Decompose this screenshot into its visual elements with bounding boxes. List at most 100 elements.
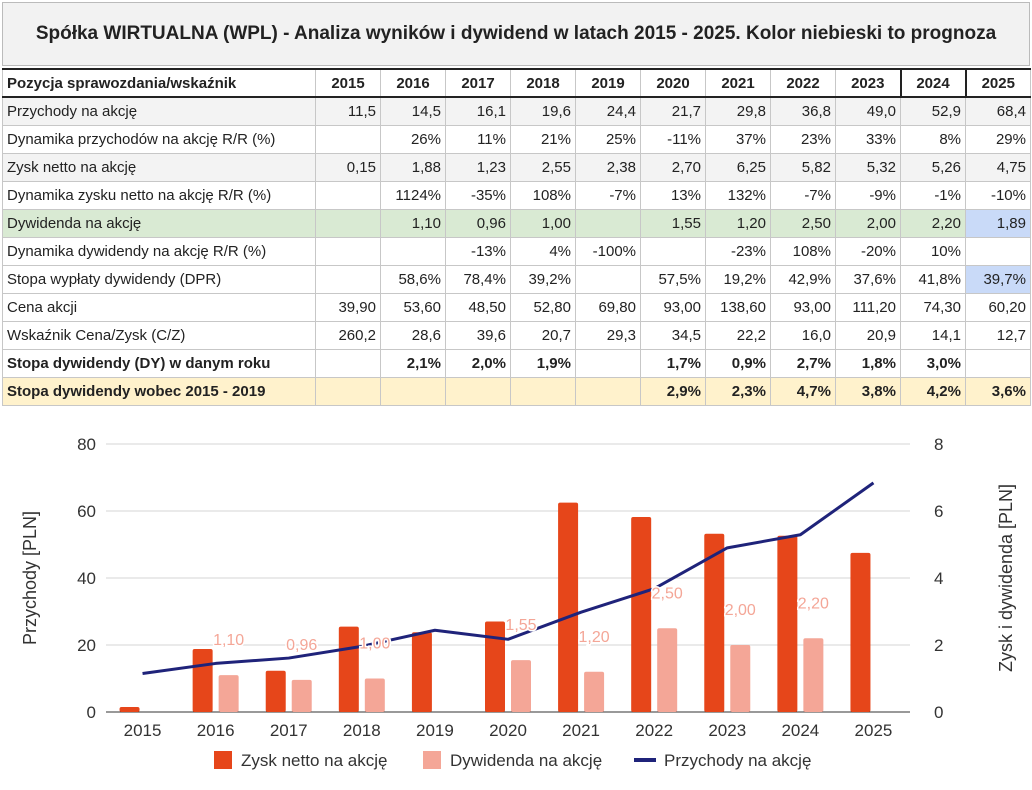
- table-cell: 37,6%: [835, 264, 901, 294]
- table-cell: 22,2: [705, 320, 771, 350]
- bar-zysk-netto: [850, 552, 871, 712]
- row-label: Cena akcji: [2, 292, 316, 322]
- table-cell: 16,0: [770, 320, 836, 350]
- year-header-2021: 2021: [705, 68, 771, 98]
- year-header-2023: 2023: [835, 68, 901, 98]
- table-cell: -10%: [965, 180, 1031, 210]
- table-cell: [315, 236, 381, 266]
- y-left-tick-label: 80: [77, 435, 96, 454]
- y-right-axis-title: Zysk i dywidenda [PLN]: [996, 484, 1016, 672]
- x-tick-label: 2022: [635, 721, 673, 740]
- table-cell: 5,32: [835, 152, 901, 182]
- data-label-dywidenda: 1,55: [505, 617, 536, 634]
- table-cell: 14,1: [900, 320, 966, 350]
- table-cell: 6,25: [705, 152, 771, 182]
- data-label-dywidenda: 2,20: [798, 595, 829, 612]
- x-tick-label: 2019: [416, 721, 454, 740]
- table-cell: 39,90: [315, 292, 381, 322]
- data-label-dywidenda: 0,96: [286, 637, 317, 654]
- bar-dywidenda: [511, 660, 531, 712]
- table-cell: [965, 348, 1031, 378]
- table-cell: 48,50: [445, 292, 511, 322]
- x-tick-label: 2024: [781, 721, 819, 740]
- row-label: Przychody na akcję: [2, 96, 316, 126]
- table-cell: 52,9: [900, 96, 966, 126]
- table-cell: 74,30: [900, 292, 966, 322]
- y-left-tick-label: 40: [77, 569, 96, 588]
- table-row: Przychody na akcję 11,5 14,5 16,1 19,6 24,4 21…: [2, 96, 1031, 126]
- table-cell: -9%: [835, 180, 901, 210]
- table-cell: 8%: [900, 124, 966, 154]
- table-cell: 1,7%: [640, 348, 706, 378]
- table-cell: 52,80: [510, 292, 576, 322]
- table-cell: 2,50: [770, 208, 836, 238]
- bar-dywidenda: [218, 675, 239, 712]
- row-label: Dynamika przychodów na akcję R/R (%): [2, 124, 316, 154]
- table-cell: 11,5: [315, 96, 381, 126]
- row-label: Dynamika dywidendy na akcję R/R (%): [2, 236, 316, 266]
- table-row: Stopa dywidendy wobec 2015 - 2019 2,9% 2,3…: [2, 376, 1031, 406]
- bar-dywidenda: [730, 645, 751, 712]
- x-tick-label: 2016: [197, 721, 235, 740]
- table-cell: 21%: [510, 124, 576, 154]
- table-cell: [315, 376, 381, 406]
- table-cell: 57,5%: [640, 264, 706, 294]
- table-header-row: Pozycja sprawozdania/wskaźnik 2015 2016 201…: [2, 68, 1031, 98]
- bar-dywidenda: [291, 679, 312, 712]
- table-cell: [315, 208, 381, 238]
- y-right-tick-label: 4: [934, 569, 943, 588]
- table-cell: 23%: [770, 124, 836, 154]
- table-cell: [315, 180, 381, 210]
- table-cell: 20,9: [835, 320, 901, 350]
- table-cell: -13%: [445, 236, 511, 266]
- table-cell: 60,20: [965, 292, 1031, 322]
- legend-label-dywidenda: Dywidenda na akcję: [450, 751, 602, 770]
- table-cell: [640, 236, 706, 266]
- table-cell: 25%: [575, 124, 641, 154]
- table-cell: 4%: [510, 236, 576, 266]
- table-cell: 1,89: [965, 208, 1031, 238]
- y-left-tick-label: 60: [77, 502, 96, 521]
- table-cell: 0,15: [315, 152, 381, 182]
- table-cell: 1,55: [640, 208, 706, 238]
- table-cell: [315, 264, 381, 294]
- table-cell: 11%: [445, 124, 511, 154]
- table-cell: -20%: [835, 236, 901, 266]
- table-cell: [965, 236, 1031, 266]
- table-cell: 42,9%: [770, 264, 836, 294]
- table-cell: 68,4: [965, 96, 1031, 126]
- y-right-tick-label: 8: [934, 435, 943, 454]
- row-label: Wskaźnik Cena/Zysk (C/Z): [2, 320, 316, 350]
- table-cell: 5,82: [770, 152, 836, 182]
- bar-zysk-netto: [631, 517, 652, 712]
- year-header-2024: 2024: [899, 68, 966, 98]
- table-row: Dywidenda na akcję 1,10 0,96 1,00 1,55 1,20 2,…: [2, 208, 1031, 238]
- table-cell: 29,8: [705, 96, 771, 126]
- table-cell: 12,7: [965, 320, 1031, 350]
- data-label-dywidenda: 2,50: [652, 585, 683, 602]
- table-cell: [380, 376, 446, 406]
- y-left-tick-label: 20: [77, 636, 96, 655]
- table-cell: 93,00: [770, 292, 836, 322]
- table-cell: -1%: [900, 180, 966, 210]
- legend-swatch-zysk: [214, 751, 232, 769]
- table-cell: 2,0%: [445, 348, 511, 378]
- table-cell: 78,4%: [445, 264, 511, 294]
- table-cell: -35%: [445, 180, 511, 210]
- table-cell: 20,7: [510, 320, 576, 350]
- data-label-dywidenda: 1,00: [359, 636, 390, 653]
- table-cell: [575, 348, 641, 378]
- table-cell: 1,8%: [835, 348, 901, 378]
- table-cell: -23%: [705, 236, 771, 266]
- table-cell: 69,80: [575, 292, 641, 322]
- table-cell: 1,23: [445, 152, 511, 182]
- table-cell: 2,00: [835, 208, 901, 238]
- table-cell: 16,1: [445, 96, 511, 126]
- table-cell: 10%: [900, 236, 966, 266]
- table-cell: 4,2%: [900, 376, 966, 406]
- table-cell: 4,7%: [770, 376, 836, 406]
- table-row: Stopa dywidendy (DY) w danym roku 2,1% 2,0…: [2, 348, 1031, 378]
- y-right-tick-label: 6: [934, 502, 943, 521]
- table-row: Dynamika dywidendy na akcję R/R (%) -13% 4…: [2, 236, 1031, 266]
- table-cell: 14,5: [380, 96, 446, 126]
